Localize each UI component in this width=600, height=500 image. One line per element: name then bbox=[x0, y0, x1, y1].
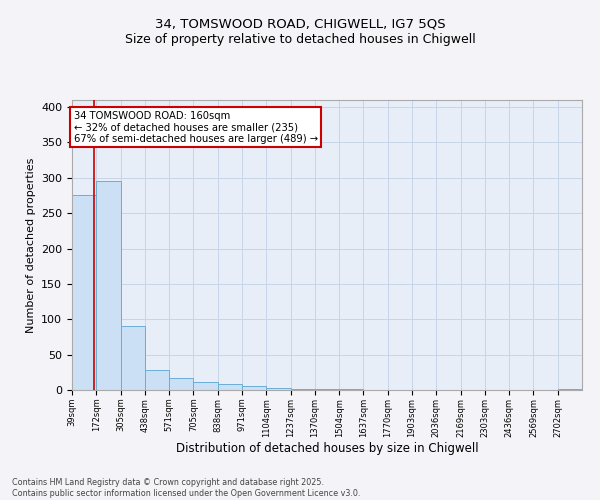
Bar bbox=[290, 388, 315, 390]
Bar bbox=[242, 386, 266, 390]
X-axis label: Distribution of detached houses by size in Chigwell: Distribution of detached houses by size … bbox=[176, 442, 478, 456]
Bar bbox=[72, 196, 96, 390]
Bar bbox=[266, 388, 290, 390]
Text: 34, TOMSWOOD ROAD, CHIGWELL, IG7 5QS: 34, TOMSWOOD ROAD, CHIGWELL, IG7 5QS bbox=[155, 18, 445, 30]
Text: Contains HM Land Registry data © Crown copyright and database right 2025.
Contai: Contains HM Land Registry data © Crown c… bbox=[12, 478, 361, 498]
Text: 34 TOMSWOOD ROAD: 160sqm
← 32% of detached houses are smaller (235)
67% of semi-: 34 TOMSWOOD ROAD: 160sqm ← 32% of detach… bbox=[74, 110, 318, 144]
Bar bbox=[96, 182, 121, 390]
Bar bbox=[121, 326, 145, 390]
Y-axis label: Number of detached properties: Number of detached properties bbox=[26, 158, 35, 332]
Bar bbox=[193, 382, 218, 390]
Bar bbox=[145, 370, 169, 390]
Bar bbox=[218, 384, 242, 390]
Text: Size of property relative to detached houses in Chigwell: Size of property relative to detached ho… bbox=[125, 32, 475, 46]
Bar bbox=[169, 378, 193, 390]
